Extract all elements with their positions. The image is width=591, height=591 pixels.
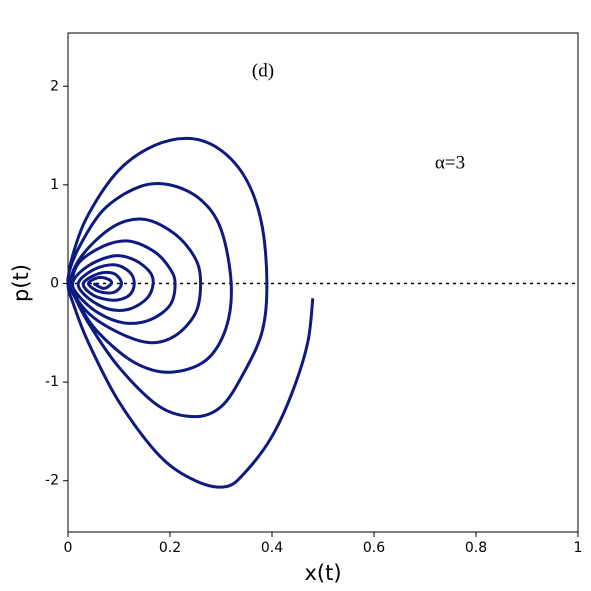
y-tick-label: 0 (50, 275, 59, 291)
x-axis-label: x(t) (304, 561, 341, 585)
plot-frame (67, 32, 579, 533)
y-tick-label: 1 (50, 177, 59, 193)
panel-label: (d) (252, 60, 274, 81)
x-tick-label: 0.2 (159, 540, 181, 556)
trajectory (66, 136, 315, 489)
y-axis-label: p(t) (9, 264, 33, 302)
x-tick-label: 0.6 (363, 540, 385, 556)
y-tick-label: 2 (50, 78, 59, 94)
y-tick-label: -2 (45, 473, 59, 489)
parameter-label: α=3 (435, 152, 465, 173)
x-tick-label: 1 (574, 540, 583, 556)
x-tick-label: 0.8 (465, 540, 487, 556)
y-tick-label: -1 (45, 374, 59, 390)
x-tick-label: 0 (64, 540, 73, 556)
x-tick-label: 0.4 (261, 540, 283, 556)
